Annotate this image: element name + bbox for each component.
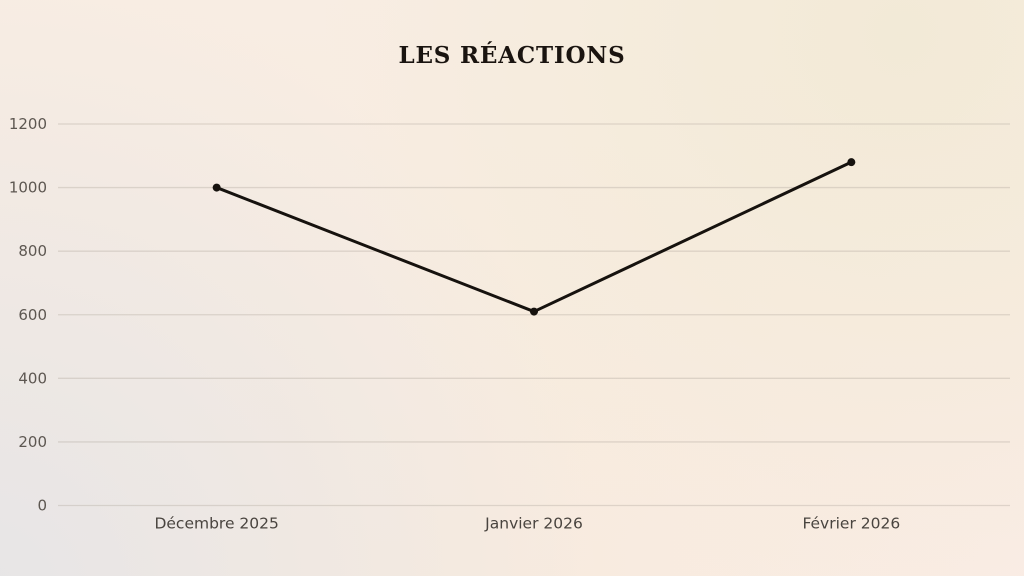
svg-text:Décembre 2025: Décembre 2025 [154, 515, 278, 533]
svg-text:400: 400 [18, 369, 47, 387]
svg-text:1000: 1000 [9, 179, 47, 197]
chart-title: LES RÉACTIONS [398, 42, 626, 69]
data-line [215, 160, 853, 314]
data-points [212, 158, 856, 316]
svg-text:0: 0 [37, 497, 47, 515]
gridlines [58, 123, 1010, 507]
svg-text:600: 600 [18, 306, 47, 324]
svg-text:Février 2026: Février 2026 [802, 515, 900, 533]
svg-text:Janvier 2026: Janvier 2026 [484, 515, 583, 533]
svg-text:200: 200 [18, 433, 47, 451]
y-axis-labels: 0 200 400 600 800 1000 1200 [9, 115, 47, 515]
x-axis-labels: Décembre 2025 Janvier 2026 Février 2026 [154, 515, 900, 533]
svg-text:1200: 1200 [9, 115, 47, 133]
svg-text:800: 800 [18, 242, 47, 260]
